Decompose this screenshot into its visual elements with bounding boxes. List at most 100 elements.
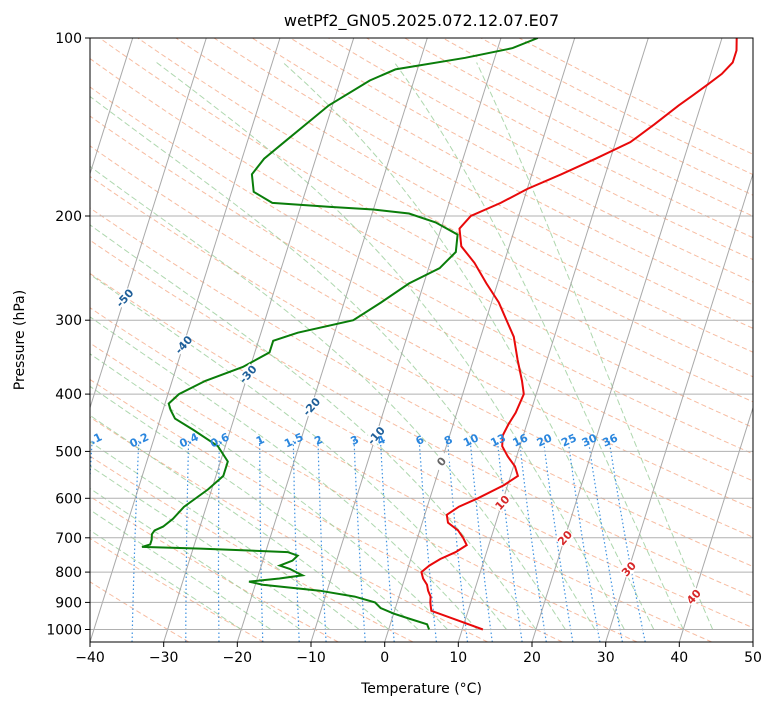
- x-tick-label: 10: [449, 650, 467, 666]
- positive-label-bg: [618, 558, 639, 579]
- positive-label-bg: [431, 451, 452, 472]
- y-tick-label: 700: [55, 531, 82, 547]
- y-tick-label: 500: [55, 444, 82, 460]
- mixing-ratio-label: 4: [375, 433, 388, 448]
- dry-adiabat: [289, 38, 753, 283]
- mixing-ratio-label: 1: [254, 433, 266, 448]
- isotherm-label: -40: [172, 333, 195, 357]
- mixing-ratio-label: 1.5: [282, 430, 305, 450]
- y-tick-label: 300: [55, 313, 82, 329]
- background-lines: [0, 38, 753, 642]
- y-tick-label: 1000: [46, 623, 82, 639]
- dry-adiabat: [213, 38, 753, 329]
- isotherm: [678, 406, 753, 642]
- isotherm-label: -20: [300, 395, 323, 419]
- dry-adiabat: [90, 58, 753, 429]
- isotherm: [90, 38, 207, 410]
- isotherm: [531, 38, 723, 642]
- moist-adiabat: [282, 62, 655, 630]
- positive-label: 40: [684, 587, 704, 607]
- isotherm-label-bg: [300, 395, 322, 418]
- dry-adiabat: [90, 239, 753, 598]
- mixing-ratio-label: 8: [442, 433, 454, 448]
- mixing-ratio-line: [353, 440, 366, 642]
- isotherm-label-bg: [173, 333, 194, 356]
- dewpoint-profile: [141, 38, 539, 630]
- temperature-profile: [420, 38, 738, 631]
- x-tick-label: 40: [670, 650, 688, 666]
- moist-adiabat: [156, 62, 625, 630]
- mixing-ratio-line: [588, 440, 623, 642]
- mixing-ratio-label: 13: [489, 431, 508, 449]
- positive-label: 20: [555, 528, 575, 548]
- isotherm-label: -70: [0, 182, 22, 206]
- dry-adiabat: [90, 342, 638, 642]
- dry-adiabat: [441, 38, 753, 196]
- isotherm: [752, 640, 753, 642]
- mixing-ratio-label: 0.2: [128, 430, 151, 450]
- dry-adiabat: [90, 537, 264, 642]
- mixing-ratio-line: [518, 440, 547, 642]
- mixing-ratio-label: 3: [349, 433, 361, 448]
- axes: −40 −30 −20 −10 0 10 20 30 40 50 100 200 300 400 500 60…: [46, 31, 762, 666]
- x-tick-label: −40: [75, 650, 105, 666]
- dry-adiabat: [90, 207, 753, 568]
- mixing-ratio-line: [469, 440, 493, 642]
- inline-labels: -100-90-80-70-60-50-40-30-20-10010203040…: [0, 182, 704, 607]
- moist-adiabat: [90, 165, 566, 630]
- isotherm: [310, 38, 502, 642]
- pressure-grid: [90, 38, 753, 630]
- y-axis-label: Pressure (hPa): [12, 290, 28, 390]
- moist-adiabat: [90, 316, 478, 630]
- isotherm: [0, 38, 59, 642]
- mixing-ratio-line: [217, 440, 220, 642]
- y-tick-label: 600: [55, 491, 82, 507]
- isotherm-label: -30: [237, 362, 260, 386]
- mixing-ratio-line: [259, 440, 264, 642]
- isotherm-label: -60: [54, 240, 77, 264]
- mixing-ratio-label: 10: [461, 431, 481, 449]
- mixing-ratio-label: 36: [600, 431, 620, 449]
- x-tick-label: −10: [296, 650, 326, 666]
- mixing-ratio-line: [317, 440, 327, 642]
- y-tick-label: 400: [55, 387, 82, 403]
- isotherm-label-bg: [365, 424, 387, 447]
- isotherm: [236, 38, 428, 642]
- dry-adiabat: [365, 38, 753, 239]
- dry-adiabat: [479, 38, 753, 176]
- x-axis-label: Temperature (°C): [360, 681, 482, 697]
- dry-adiabat: [90, 378, 563, 642]
- isotherm-label-bg: [55, 241, 76, 262]
- moist-adiabat: [90, 95, 596, 630]
- x-tick-label: −30: [149, 650, 179, 666]
- x-tick-label: 30: [597, 650, 615, 666]
- dry-adiabat: [90, 581, 190, 642]
- dry-adiabat: [90, 115, 753, 482]
- isotherm: [384, 38, 576, 642]
- x-tick-label: −20: [223, 650, 253, 666]
- y-tick-label: 900: [55, 595, 82, 611]
- isotherm: [605, 172, 753, 642]
- moist-adiabat: [394, 62, 684, 630]
- mixing-ratio-label: 0.1: [81, 430, 104, 450]
- isotherm-label-bg: [0, 182, 21, 203]
- x-tick-label: 20: [523, 650, 541, 666]
- x-tick-label: 0: [380, 650, 389, 666]
- y-tick-label: 800: [55, 565, 82, 581]
- mixing-ratio-label: 16: [511, 431, 531, 449]
- mixing-ratio-line: [90, 440, 93, 488]
- isotherm: [457, 38, 649, 642]
- moist-adiabat: [90, 487, 301, 630]
- moist-adiabat: [90, 273, 507, 630]
- moist-adiabat: [90, 353, 448, 630]
- moist-adiabat: [90, 414, 389, 630]
- mixing-ratio-label: 20: [535, 431, 555, 449]
- profiles: [141, 38, 738, 631]
- moist-adiabat: [90, 529, 242, 630]
- positive-label-bg: [683, 586, 704, 607]
- moist-adiabat: [90, 509, 271, 630]
- isotherm-label-bg: [114, 287, 136, 309]
- isotherm: [90, 38, 134, 176]
